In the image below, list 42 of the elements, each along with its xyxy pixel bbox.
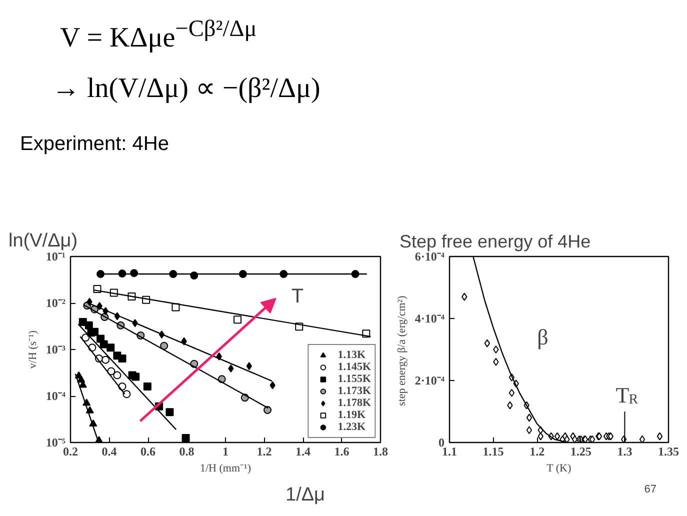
x-tick-label: 0.4	[102, 444, 117, 458]
legend-label: 1.155K	[338, 373, 371, 385]
ref-line-label: TR	[616, 382, 639, 408]
chart-title: Step free energy of 4He	[400, 232, 591, 252]
y-tick-label: 4·10⁻⁴	[414, 312, 445, 326]
x-tick-label: 1.6	[334, 444, 350, 458]
text: 67	[644, 484, 657, 496]
x-tick-label: 1.2	[530, 444, 545, 458]
y-tick-label: 10⁻²	[46, 296, 66, 310]
legend-label: 1.145K	[338, 361, 371, 373]
x-tick-label: 1.15	[482, 444, 504, 458]
x-tick-label: 1.4	[296, 444, 310, 458]
y-axis-title: step energy β/a (erg/cm²)	[396, 295, 408, 406]
legend-label: 1.23K	[338, 421, 366, 433]
y-tick-label: 10⁻³	[46, 342, 66, 356]
annotation: T	[291, 286, 304, 308]
text: → ln(V/Δμ) ∝ −(β²/Δμ)	[52, 72, 320, 106]
x-axis-title: T (K)	[546, 462, 572, 474]
x-tick-label: 1.3	[617, 444, 632, 458]
x-tick-label: 1.35	[658, 444, 679, 458]
legend-label: 1.13K	[338, 349, 366, 361]
x-tick-label: 1.8	[373, 444, 388, 458]
text: ln(V/Δμ)	[8, 230, 78, 252]
legend-label: 1.19K	[338, 409, 366, 421]
annotation: β	[537, 324, 548, 350]
y-tick-label: 2·10⁻⁴	[414, 374, 445, 388]
text: 1/Δμ	[286, 484, 325, 506]
y-axis-title: v/H (s⁻¹)	[26, 330, 39, 369]
x-tick-label: 1	[222, 444, 228, 458]
text: V = KΔμe$^{−Cβ²/Δμ}$	[60, 15, 257, 56]
x-tick-label: 0.8	[179, 444, 194, 458]
legend-label: 1.178K	[338, 397, 371, 409]
x-tick-label: 1.2	[256, 444, 272, 458]
legend-label: 1.173K	[338, 385, 371, 397]
x-tick-label: 0.2	[63, 444, 78, 458]
y-tick-label: 10⁻¹	[46, 250, 66, 264]
y-tick-label: 0	[438, 436, 444, 450]
x-tick-label: 1.25	[570, 444, 592, 458]
y-tick-label: 10⁻⁴	[46, 389, 66, 403]
x-tick-label: 0.6	[140, 444, 156, 458]
chart-title: Experiment: 4He	[20, 132, 169, 156]
x-axis-title: 1/H (mm⁻¹)	[200, 462, 252, 474]
